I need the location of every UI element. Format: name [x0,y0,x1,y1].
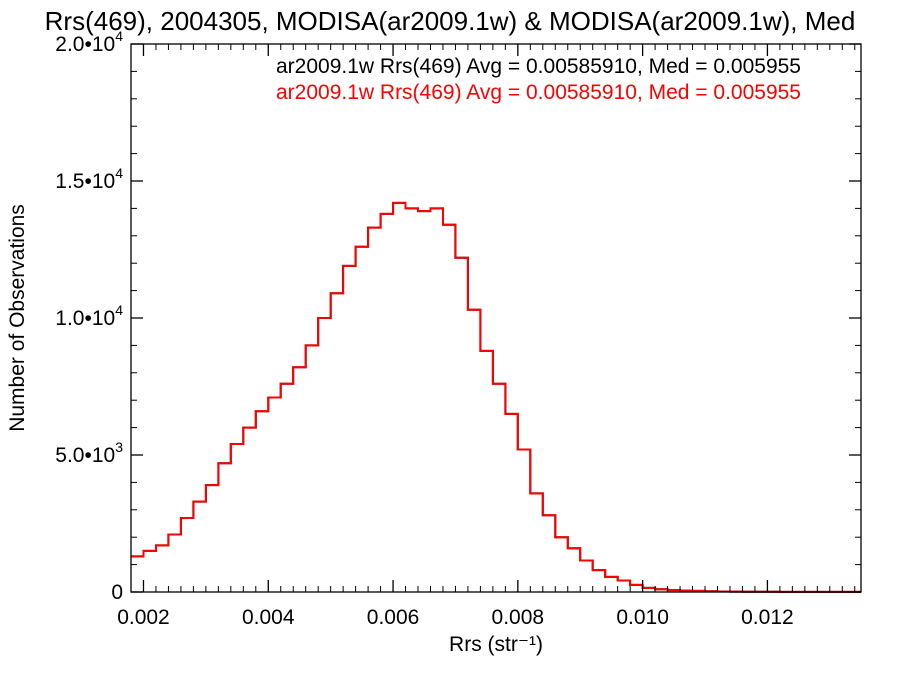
x-tick-label: 0.012 [741,606,794,629]
x-axis-title: Rrs (str⁻¹) [449,633,543,656]
series-line-2 [131,201,861,593]
y-tick-label: 5.0•103 [55,439,123,467]
series-line-1 [131,201,861,593]
plot-frame [130,43,862,593]
legend-entry-1: ar2009.1w Rrs(469) Avg = 0.00585910, Med… [276,55,801,78]
x-tick-label: 0.002 [117,606,170,629]
x-tick-label: 0.006 [367,606,420,629]
legend: ar2009.1w Rrs(469) Avg = 0.00585910, Med… [276,55,801,104]
y-tick-label: 1.0•104 [55,302,123,330]
x-tick-label: 0.008 [492,606,545,629]
chart-title: Rrs(469), 2004305, MODISA(ar2009.1w) & M… [45,6,856,36]
y-tick-label: 0 [111,581,123,604]
y-tick-label: 2.0•104 [55,28,123,56]
series-layer [131,201,861,593]
x-tick-label: 0.010 [616,606,669,629]
legend-entry-2: ar2009.1w Rrs(469) Avg = 0.00585910, Med… [276,81,801,104]
tick-layer: 0.002 0.004 0.006 0.008 0.010 0.012 0 5.0•103 1.… [55,28,861,629]
x-tick-label: 0.004 [242,606,295,629]
y-tick-label: 1.5•104 [55,165,123,193]
y-axis-title: Number of Observations [6,204,29,432]
